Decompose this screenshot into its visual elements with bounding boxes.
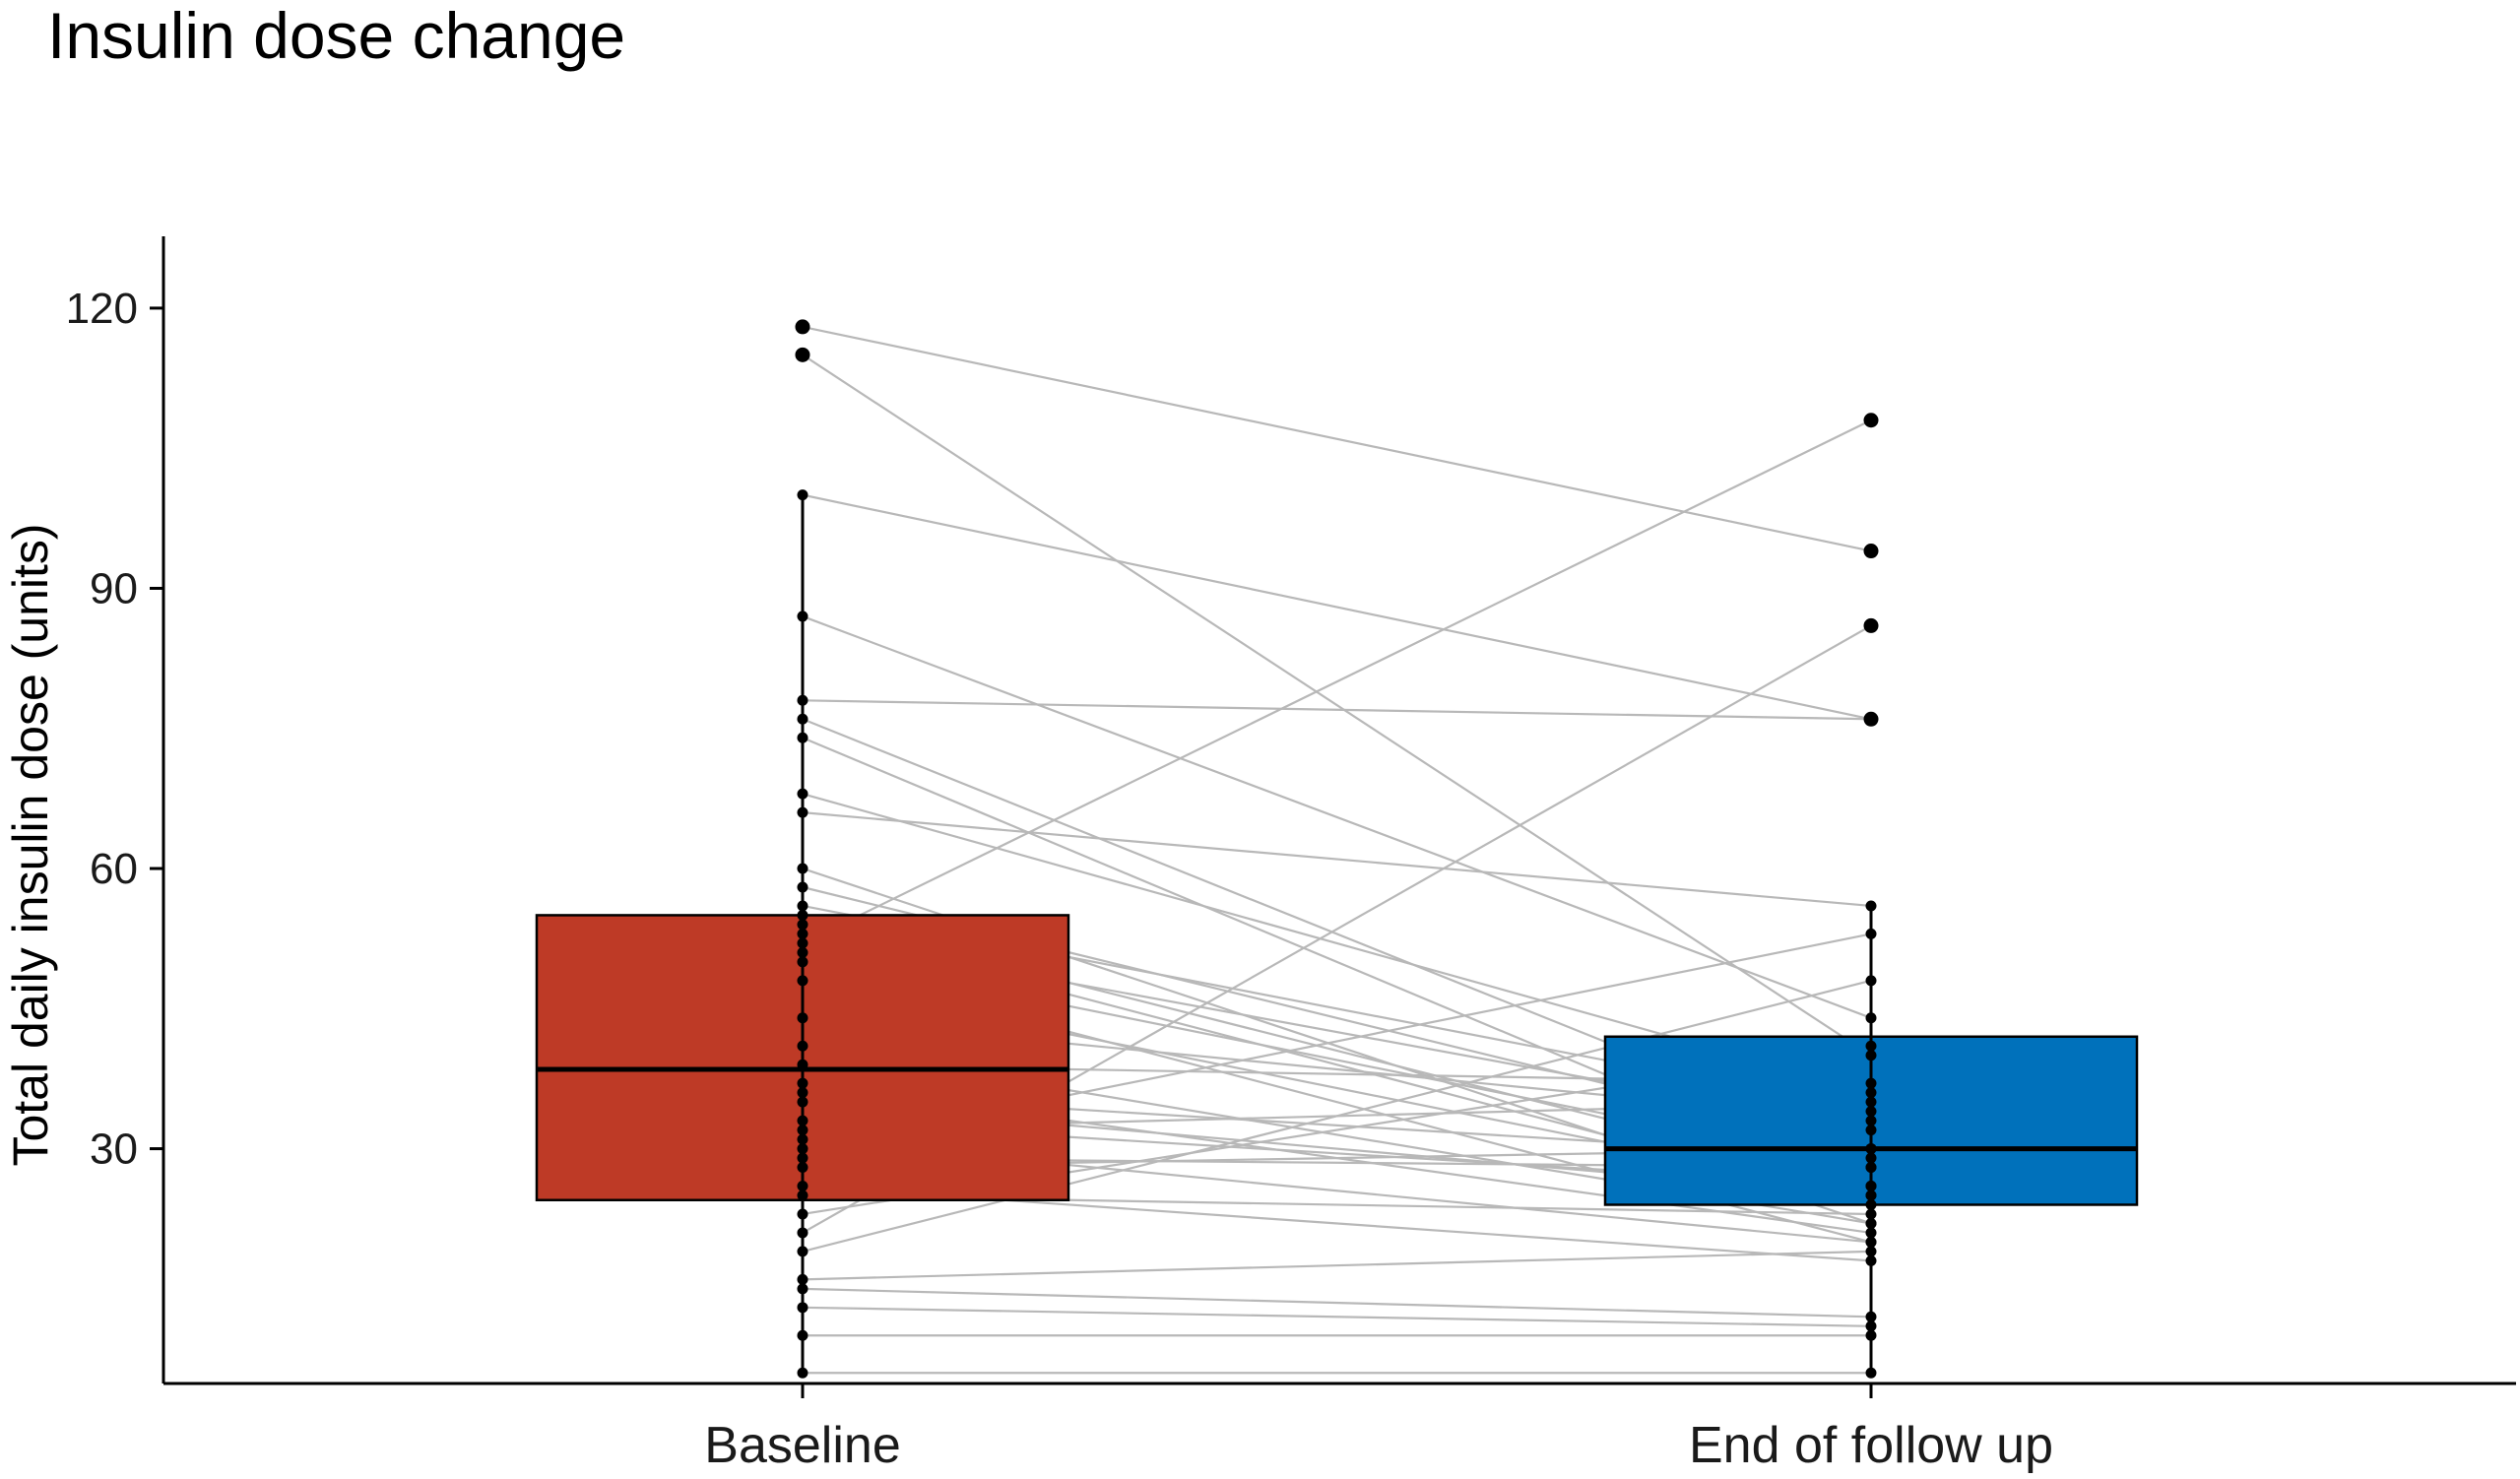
point-baseline-29 (797, 1152, 808, 1164)
point-baseline-13 (797, 919, 808, 931)
point-baseline-12 (797, 909, 808, 921)
pair-line-35 (802, 979, 1872, 1253)
pair-line-37 (802, 1287, 1872, 1318)
pair-line-3 (802, 614, 1872, 1019)
y-tick-label-60: 60 (90, 845, 138, 893)
point-followup-7 (1865, 1087, 1877, 1099)
point-followup-31 (1865, 1254, 1877, 1266)
point-baseline-23 (797, 1087, 808, 1099)
point-followup-21 (1865, 1077, 1877, 1089)
point-baseline-22 (797, 1077, 808, 1089)
point-baseline-16 (797, 946, 808, 958)
point-followup-27 (1865, 1236, 1877, 1248)
pair-line-36 (802, 1250, 1872, 1281)
pair-line-38 (802, 1306, 1872, 1327)
point-baseline-25 (797, 1115, 808, 1126)
point-baseline-17 (797, 956, 808, 968)
point-baseline-24 (797, 1096, 808, 1108)
point-baseline-19 (797, 1012, 808, 1024)
point-followup-24 (1865, 1190, 1877, 1201)
x-ticks: Baseline End of follow up (704, 1383, 2053, 1474)
point-baseline-7 (797, 788, 808, 800)
outlier-0-1 (795, 347, 810, 362)
point-followup-39 (1865, 1329, 1877, 1341)
point-followup-33 (1865, 1040, 1877, 1052)
point-baseline-21 (797, 1059, 808, 1070)
point-baseline-2 (797, 489, 808, 501)
point-followup-11 (1865, 1106, 1877, 1118)
pair-line-4 (802, 699, 1872, 721)
y-ticks: 30 60 90 120 (66, 285, 163, 1174)
point-baseline-33 (797, 1208, 808, 1220)
point-baseline-36 (797, 1273, 808, 1285)
point-baseline-39 (797, 1329, 808, 1341)
point-baseline-15 (797, 937, 808, 949)
point-followup-19 (1865, 1115, 1877, 1126)
point-baseline-26 (797, 1125, 808, 1136)
outlier-0-0 (795, 319, 810, 335)
point-followup-26 (1865, 1096, 1877, 1108)
point-followup-37 (1865, 1311, 1877, 1322)
point-baseline-37 (797, 1283, 808, 1295)
chart-title: Insulin dose change (47, 0, 626, 72)
y-axis-title: Total daily insulin dose (units) (3, 523, 58, 1166)
pair-line-8 (802, 811, 1872, 908)
point-baseline-5 (797, 713, 808, 725)
point-baseline-40 (797, 1367, 808, 1379)
point-baseline-14 (797, 928, 808, 939)
point-followup-8 (1865, 900, 1877, 912)
point-followup-25 (1865, 1181, 1877, 1192)
pair-line-0 (802, 325, 1872, 552)
pair-line-2 (802, 493, 1872, 721)
outlier-1-2 (1863, 617, 1879, 633)
point-followup-35 (1865, 975, 1877, 987)
outlier-1-0 (1863, 413, 1879, 428)
point-baseline-31 (797, 1181, 808, 1192)
outlier-1-1 (1863, 544, 1879, 559)
x-tick-label-0: Baseline (704, 1417, 900, 1474)
point-followup-32 (1865, 1208, 1877, 1220)
point-followup-29 (1865, 1162, 1877, 1174)
data-points (795, 319, 1879, 1379)
point-baseline-8 (797, 806, 808, 818)
point-followup-40 (1865, 1367, 1877, 1379)
point-followup-23 (1865, 1152, 1877, 1164)
point-followup-22 (1865, 1227, 1877, 1239)
point-baseline-6 (797, 732, 808, 743)
y-tick-label-30: 30 (90, 1125, 138, 1174)
point-followup-1 (1865, 1050, 1877, 1061)
point-baseline-18 (797, 975, 808, 987)
point-baseline-9 (797, 863, 808, 874)
point-baseline-11 (797, 900, 808, 912)
point-baseline-35 (797, 1246, 808, 1257)
y-tick-label-120: 120 (66, 285, 138, 333)
point-followup-28 (1865, 928, 1877, 939)
x-tick-label-1: End of follow up (1689, 1417, 2053, 1474)
axes (162, 236, 2516, 1385)
paired-lines (802, 325, 1872, 1375)
point-baseline-28 (797, 1143, 808, 1155)
point-followup-13 (1865, 1198, 1877, 1210)
point-baseline-30 (797, 1162, 808, 1174)
point-followup-3 (1865, 1012, 1877, 1024)
point-baseline-3 (797, 611, 808, 622)
point-baseline-4 (797, 694, 808, 706)
point-baseline-20 (797, 1040, 808, 1052)
point-baseline-32 (797, 1190, 808, 1201)
point-baseline-27 (797, 1133, 808, 1145)
point-baseline-34 (797, 1227, 808, 1239)
y-tick-label-90: 90 (90, 564, 138, 612)
pair-line-1 (802, 354, 1872, 1057)
point-baseline-38 (797, 1302, 808, 1314)
point-followup-14 (1865, 1125, 1877, 1136)
point-followup-30 (1865, 1143, 1877, 1155)
outlier-1-3 (1863, 711, 1879, 727)
pair-line-15 (802, 418, 1872, 944)
point-followup-20 (1865, 1217, 1877, 1229)
point-baseline-10 (797, 881, 808, 893)
point-followup-36 (1865, 1246, 1877, 1257)
point-followup-38 (1865, 1320, 1877, 1332)
